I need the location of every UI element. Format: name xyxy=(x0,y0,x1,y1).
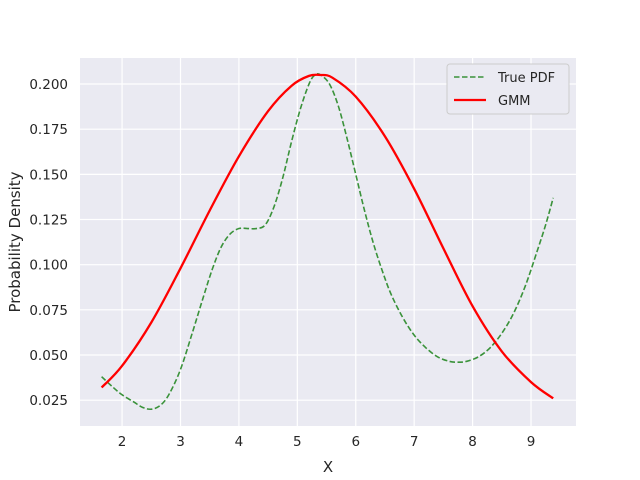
x-tick-label: 5 xyxy=(293,434,302,450)
series-layer xyxy=(100,73,554,411)
y-tick-label: 0.025 xyxy=(29,393,68,409)
legend-label-gmm: GMM xyxy=(498,94,531,109)
x-axis-label: X xyxy=(323,458,333,476)
x-tick-label: 3 xyxy=(176,434,185,450)
x-tick-label: 8 xyxy=(468,434,477,450)
legend-box xyxy=(446,63,570,115)
x-tick-labels: 2 3 4 5 6 7 8 9 xyxy=(118,434,536,450)
y-axis-label: Probability Density xyxy=(6,171,24,312)
y-tick-label: 0.125 xyxy=(29,213,68,229)
legend-label-true-pdf: True PDF xyxy=(497,71,555,86)
y-tick-label: 0.100 xyxy=(29,258,68,274)
y-tick-label: 0.200 xyxy=(29,77,68,93)
x-tick-label: 7 xyxy=(410,434,419,450)
legend: True PDF GMM xyxy=(446,63,570,115)
series-line-gmm xyxy=(100,73,554,400)
y-tick-label: 0.175 xyxy=(29,122,68,138)
plot-background xyxy=(80,58,576,426)
y-tick-label: 0.150 xyxy=(29,167,68,183)
y-tick-label: 0.075 xyxy=(29,303,68,319)
x-tick-label: 2 xyxy=(118,434,127,450)
y-tick-labels: 0.025 0.050 0.075 0.100 0.125 0.150 0.175 0.200 xyxy=(29,77,68,409)
x-tick-label: 6 xyxy=(351,434,360,450)
x-tick-label: 4 xyxy=(235,434,244,450)
y-tick-label: 0.050 xyxy=(29,348,68,364)
grid-lines xyxy=(80,58,576,426)
x-tick-label: 9 xyxy=(527,434,536,450)
